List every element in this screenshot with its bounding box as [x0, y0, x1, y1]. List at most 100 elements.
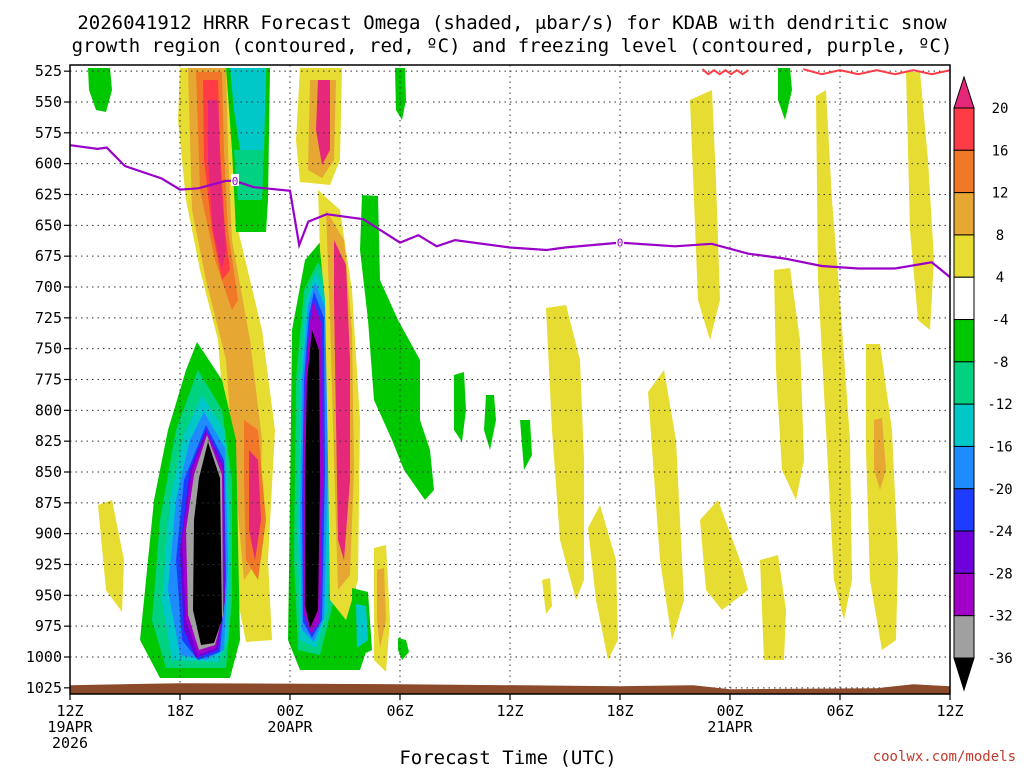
cyan-upper-band-21z [230, 68, 266, 150]
x-tick-label-42: 06Z [826, 702, 853, 720]
orange-descent-09z-day2 [874, 418, 886, 490]
terrain-surface [70, 683, 950, 694]
freezing-level-label-1: 0 [617, 237, 624, 250]
colorbar-band-3 [953, 234, 975, 278]
x-tick-date-0: 19APR [47, 718, 93, 736]
yellow-descent-14z-small [542, 578, 552, 614]
x-tick-label-48: 12Z [936, 702, 963, 720]
y-tick-label-975: 975 [35, 617, 62, 635]
y-tick-label-875: 875 [35, 494, 62, 512]
freezing-level-labels: 00 [231, 173, 624, 250]
y-tick-label-850: 850 [35, 463, 62, 481]
green-ascent-upper-strip-2 [778, 68, 792, 120]
x-tick-year-0: 2026 [52, 734, 88, 752]
colorbar: 20 16 12 8 4 -4 -8 -12 -16 -20 -24 -28 -32 -36 [953, 75, 1013, 692]
colorbar-label-5: -4 [992, 313, 1009, 329]
colorbar-label-8: -16 [987, 440, 1012, 456]
y-tick-label-750: 750 [35, 340, 62, 358]
colorbar-label-0: 20 [992, 101, 1009, 117]
yellow-descent-17z [588, 505, 618, 660]
y-tick-label-525: 525 [35, 62, 62, 80]
chart-title-line-1: 2026041912 HRRR Forecast Omega (shaded, … [77, 12, 947, 34]
y-tick-label-600: 600 [35, 155, 62, 173]
y-tick-label-925: 925 [35, 556, 62, 574]
freezing-level-line [70, 144, 950, 278]
green-ascent-13z-blob [520, 420, 532, 470]
colorbar-label-2: 12 [992, 186, 1009, 202]
colorbar-label-12: -32 [987, 609, 1012, 625]
colorbar-label-11: -28 [987, 566, 1012, 582]
yellow-descent-11z-day2 [906, 72, 934, 330]
dgz-contour-segment-0 [701, 68, 749, 76]
green-ascent-04z-band [360, 195, 434, 500]
yellow-descent-04z-day2 [774, 268, 804, 500]
colorbar-band-12 [953, 615, 975, 659]
colorbar-top-arrow [953, 75, 975, 109]
colorbar-band-7 [953, 403, 975, 447]
colorbar-band-5 [953, 319, 975, 363]
black-ascent-19z-core [193, 442, 222, 645]
colorbar-band-2 [953, 192, 975, 236]
y-tick-label-1000: 1000 [26, 648, 62, 666]
yellow-descent-06z-day2 [816, 90, 852, 620]
x-tick-label-6: 18Z [166, 702, 193, 720]
green-ascent-12z-strip [88, 68, 112, 112]
y-tick-label-625: 625 [35, 186, 62, 204]
colorbar-label-1: 16 [992, 143, 1009, 159]
y-tick-label-550: 550 [35, 93, 62, 111]
y-tick-label-650: 650 [35, 216, 62, 234]
y-tick-label-700: 700 [35, 278, 62, 296]
plot-area: 00 [70, 65, 950, 694]
colorbar-band-0 [953, 107, 975, 151]
black-ascent-00z-core [305, 330, 320, 628]
x-tick-label-0: 12Z [56, 702, 83, 720]
colorbar-label-6: -8 [992, 355, 1009, 371]
x-axis-label: Forecast Time (UTC) [399, 747, 616, 768]
green-ascent-sfc-blob [398, 638, 409, 660]
colorbar-label-4: 4 [996, 270, 1004, 286]
colorbar-band-6 [953, 361, 975, 405]
colorbar-label-10: -24 [987, 524, 1012, 540]
colorbar-band-4 [953, 276, 975, 321]
orange-descent-near-sfc [377, 568, 386, 648]
y-tick-label-725: 725 [35, 309, 62, 327]
yellow-descent-20z [648, 370, 684, 640]
x-tick-label-18: 06Z [386, 702, 413, 720]
y-tick-label-575: 575 [35, 124, 62, 142]
yellow-descent-sfc-small [98, 500, 124, 612]
freezing-level-label-bg-0 [231, 173, 239, 186]
yellow-descent-22z [690, 90, 720, 340]
omega-shading [88, 68, 934, 678]
pink-descent-19z-core [208, 100, 226, 270]
colorbar-label-7: -12 [987, 397, 1012, 413]
y-tick-label-950: 950 [35, 586, 62, 604]
colorbar-band-9 [953, 488, 975, 532]
upper-descent-02z-pink [316, 80, 330, 165]
green-ascent-10z-blob [484, 395, 496, 450]
colorbar-bottom-arrow [953, 657, 975, 692]
x-tick-label-12: 00Z [276, 702, 303, 720]
colorbar-band-1 [953, 149, 975, 194]
x-tick-label-24: 12Z [496, 702, 523, 720]
green-ascent-08z-blob [454, 372, 466, 442]
yellow-descent-02z-day2 [760, 555, 786, 660]
credit-text: coolwx.com/models [873, 749, 1016, 765]
x-tick-date-36: 21APR [707, 718, 753, 736]
colorbar-label-13: -36 [987, 651, 1012, 667]
pink-descent-02z-core [334, 240, 350, 560]
colorbar-band-8 [953, 445, 975, 490]
yellow-descent-23z [700, 500, 748, 610]
colorbar-label-3: 8 [996, 228, 1004, 244]
pink-descent-21z-lobe [249, 450, 261, 560]
colorbar-label-9: -20 [987, 482, 1012, 498]
x-tick-date-12: 20APR [267, 718, 313, 736]
colorbar-band-11 [953, 572, 975, 617]
y-tick-label-825: 825 [35, 432, 62, 450]
y-axis: 525 550 575 600 625 650 675 700 725 750 775 800 825 8… [26, 62, 70, 697]
yellow-descent-15z [546, 305, 584, 600]
y-tick-label-1025: 1025 [26, 679, 62, 697]
x-tick-label-36: 00Z [716, 702, 743, 720]
y-tick-label-900: 900 [35, 525, 62, 543]
